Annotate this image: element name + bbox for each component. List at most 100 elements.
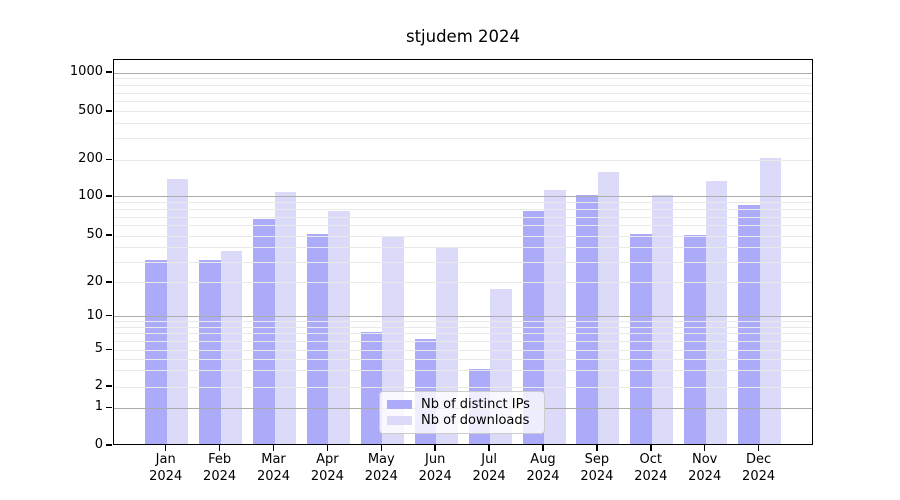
gridline-300 [114,138,812,140]
gridline-800 [114,85,812,87]
gridline-2 [114,386,812,388]
gridline-30 [114,261,812,263]
y-tick-label-0: 0 [94,437,103,452]
bar-distinct-ips-dec [738,204,760,444]
bar-downloads-mar [274,192,296,444]
gridline-40 [114,246,812,248]
y-tick-label-100: 100 [78,187,103,203]
gridline-200 [114,159,812,161]
gridline-7 [114,333,812,335]
bar-downloads-nov [705,181,728,444]
y-tick-mark-500 [106,110,112,112]
x-tick-mark-aug [542,445,544,451]
legend-label-distinct-ips: Nb of distinct IPs [421,396,530,412]
gridline-900 [114,78,812,80]
y-tick-mark-1000 [106,71,112,73]
x-tick-label-feb: Feb 2024 [203,452,237,484]
bar-distinct-ips-nov [684,235,706,444]
plot-area: Nb of distinct IPs Nb of downloads [113,59,813,445]
x-tick-mark-nov [703,445,706,451]
gridline-600 [114,101,812,103]
y-tick-label-1: 1 [94,399,103,415]
bar-distinct-ips-may [360,332,383,444]
legend-item-distinct-ips: Nb of distinct IPs [387,398,537,411]
bar-downloads-dec [759,158,782,444]
bar-distinct-ips-apr [306,234,329,444]
chart-title: stjudem 2024 [405,27,521,46]
bar-downloads-sep [597,171,620,444]
bar-distinct-ips-oct [630,234,652,444]
gridline-5 [114,349,812,351]
x-tick-mark-may [380,445,383,451]
y-tick-mark-10 [106,314,112,317]
bar-distinct-ips-mar [253,219,275,444]
gridline-50 [114,235,812,237]
y-tick-label-500: 500 [78,102,103,118]
y-tick-mark-100 [106,195,112,197]
bar-distinct-ips-sep [576,195,598,444]
gridline-80 [114,209,812,211]
legend-swatch-distinct-ips [387,399,412,409]
x-tick-mark-oct [650,445,652,451]
x-tick-mark-apr [326,445,329,451]
y-tick-mark-1 [106,406,112,409]
y-tick-mark-2 [106,385,112,387]
gridline-400 [114,123,812,125]
gridline-20 [114,282,812,284]
x-tick-label-dec: Dec 2024 [742,452,776,484]
y-tick-mark-0 [106,444,112,446]
x-tick-mark-jun [434,445,436,451]
x-tick-mark-sep [596,445,598,451]
y-tick-label-20: 20 [86,273,103,289]
legend-swatch-downloads [387,416,412,426]
y-tick-mark-5 [106,348,112,351]
x-tick-label-jan: Jan 2024 [149,452,183,484]
gridline-90 [114,202,812,204]
bar-downloads-oct [651,195,674,444]
y-tick-label-1000: 1000 [69,64,103,79]
gridline-500 [114,111,812,113]
y-tick-label-2: 2 [94,378,103,394]
y-tick-label-50: 50 [86,227,103,243]
y-tick-mark-200 [106,158,112,161]
gridline-10 [114,316,812,318]
x-tick-label-sep: Sep 2024 [580,452,614,484]
gridline-3 [114,370,812,372]
gridline-60 [114,225,812,227]
x-tick-label-may: May 2024 [364,452,398,484]
x-tick-mark-jan [164,445,167,451]
y-tick-label-10: 10 [86,307,103,323]
legend-label-downloads: Nb of downloads [421,413,530,429]
y-tick-label-5: 5 [94,341,103,357]
gridline-6 [114,340,812,342]
y-tick-mark-20 [106,281,112,283]
x-tick-label-jun: Jun 2024 [418,452,452,484]
legend-item-downloads: Nb of downloads [387,414,537,427]
x-tick-label-apr: Apr 2024 [310,452,344,484]
x-tick-label-nov: Nov 2024 [688,452,722,484]
gridline-9 [114,321,812,323]
bar-distinct-ips-jan [145,260,167,444]
x-tick-label-jul: Jul 2024 [472,452,506,484]
y-tick-label-200: 200 [78,151,103,167]
x-tick-mark-dec [757,445,760,451]
grid-layer [114,60,812,444]
x-tick-mark-mar [272,445,275,451]
x-tick-label-oct: Oct 2024 [634,452,668,484]
y-tick-mark-50 [106,234,112,236]
gridline-1000 [114,72,812,74]
x-tick-label-mar: Mar 2024 [256,452,291,484]
gridline-8 [114,327,812,328]
x-tick-mark-jul [488,445,490,451]
x-tick-mark-feb [218,445,221,451]
bar-downloads-jan [166,179,189,444]
gridline-70 [114,216,812,218]
bar-downloads-feb [220,250,243,444]
gridline-4 [114,358,812,360]
x-tick-label-aug: Aug 2024 [526,452,560,484]
gridline-100 [114,196,812,198]
bar-distinct-ips-feb [199,260,221,444]
gridline-700 [114,92,812,94]
legend: Nb of distinct IPs Nb of downloads [379,391,545,434]
